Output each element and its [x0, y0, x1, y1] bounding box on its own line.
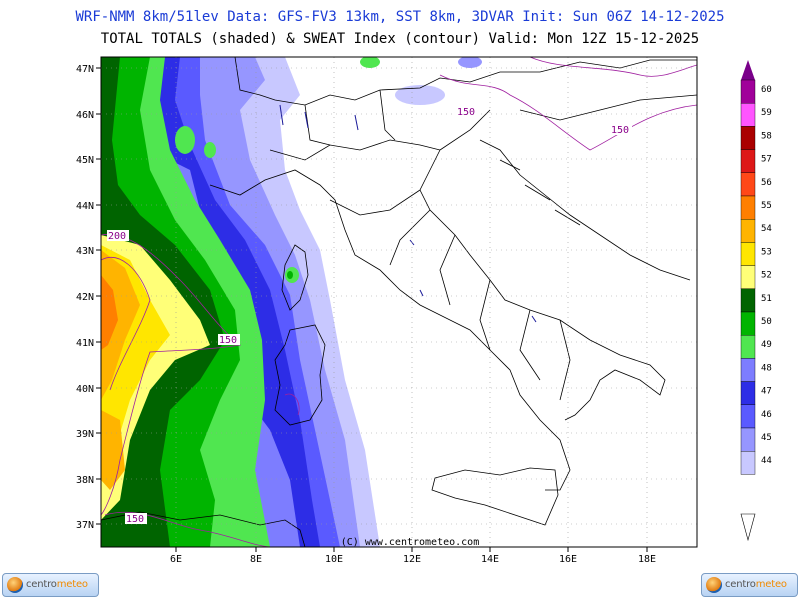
lon-label: 8E — [250, 554, 262, 565]
legend-swatch — [740, 126, 756, 150]
lat-label: 47N — [76, 64, 94, 75]
contour-label: 200 — [108, 231, 126, 242]
legend-swatch — [740, 172, 756, 197]
legend-label: 57 — [761, 155, 772, 165]
centrometeo-logo-left[interactable]: centrometeo — [2, 573, 99, 597]
sweat-contours — [101, 57, 697, 547]
lat-label: 44N — [76, 201, 94, 212]
lon-label: 12E — [403, 554, 421, 565]
sweat-contour-labels: 200 150 150 150 150 — [107, 106, 632, 525]
logo-globe-icon — [7, 577, 23, 593]
legend-label: 56 — [761, 178, 772, 188]
legend-label: 59 — [761, 108, 772, 118]
contour-label: 150 — [126, 514, 144, 525]
legend-colorbar: 60 59 58 57 56 55 54 53 52 51 50 49 48 47 46 45 44 — [740, 60, 772, 542]
legend-swatch — [740, 218, 756, 243]
legend-swatch — [740, 79, 756, 104]
lon-label: 16E — [559, 554, 577, 565]
contour-label: 150 — [457, 107, 475, 118]
shaded-field — [101, 57, 697, 547]
lakes — [279, 104, 537, 323]
legend-swatch — [740, 242, 756, 266]
credit-text: (C) www.centrometeo.com — [341, 537, 479, 548]
legend-arrow-bottom — [740, 513, 756, 542]
logo-text: centrometeo — [26, 579, 88, 590]
lat-label: 43N — [76, 246, 94, 257]
legend-label: 53 — [761, 247, 772, 257]
lon-label: 14E — [481, 554, 499, 565]
legend-label: 60 — [761, 85, 772, 95]
latitude-labels: 47N 46N 45N 44N 43N 42N 41N 40N 39N 38N … — [76, 64, 94, 531]
legend-swatch — [740, 288, 756, 313]
logo-globe-icon — [706, 577, 722, 593]
legend-swatch — [740, 335, 756, 359]
legend-label: 51 — [761, 294, 772, 304]
legend-label: 48 — [761, 363, 772, 373]
legend-swatch — [740, 102, 756, 127]
legend-label: 50 — [761, 317, 772, 327]
legend-swatch — [740, 149, 756, 174]
contour-label: 150 — [611, 125, 629, 136]
legend-swatch — [740, 381, 756, 406]
map-frame — [100, 56, 698, 548]
legend-label: 45 — [761, 433, 772, 443]
lon-label: 6E — [170, 554, 182, 565]
lat-label: 39N — [76, 429, 94, 440]
title-model-info: WRF-NMM 8km/51lev Data: GFS-FV3 13km, SS… — [75, 9, 725, 25]
legend-swatch — [740, 311, 756, 336]
legend-label: 58 — [761, 131, 772, 141]
legend-swatch — [740, 265, 756, 290]
lon-label: 18E — [638, 554, 656, 565]
coastlines-borders — [101, 57, 697, 547]
legend-label: 52 — [761, 271, 772, 281]
legend-label: 55 — [761, 201, 772, 211]
centrometeo-logo-right[interactable]: centrometeo — [701, 573, 798, 597]
lat-label: 42N — [76, 292, 94, 303]
lat-label: 38N — [76, 475, 94, 486]
legend-label: 49 — [761, 340, 772, 350]
legend-swatch — [740, 195, 756, 220]
legend-label: 54 — [761, 224, 772, 234]
lat-label: 41N — [76, 338, 94, 349]
legend-label: 46 — [761, 410, 772, 420]
contour-label: 150 — [219, 335, 237, 346]
logo-text: centrometeo — [725, 579, 787, 590]
lat-label: 45N — [76, 155, 94, 166]
legend-swatch — [740, 451, 756, 475]
lat-lon-grid — [101, 57, 697, 547]
legend-label: 47 — [761, 387, 772, 397]
longitude-labels: 6E 8E 10E 12E 14E 16E 18E — [170, 554, 656, 565]
legend-arrow-top — [741, 60, 755, 80]
lat-label: 37N — [76, 520, 94, 531]
legend-label: 44 — [761, 456, 772, 466]
legend-swatch — [740, 404, 756, 429]
lon-label: 10E — [325, 554, 343, 565]
axis-ticks — [96, 67, 648, 552]
lat-label: 46N — [76, 110, 94, 121]
legend-swatch — [740, 427, 756, 452]
legend-swatch — [740, 358, 756, 382]
lat-label: 40N — [76, 384, 94, 395]
title-field-info: TOTAL TOTALS (shaded) & SWEAT Index (con… — [100, 31, 700, 47]
